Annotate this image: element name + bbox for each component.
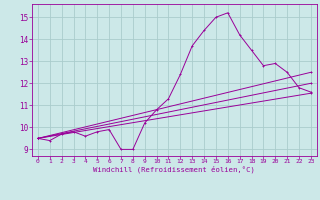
X-axis label: Windchill (Refroidissement éolien,°C): Windchill (Refroidissement éolien,°C) xyxy=(93,166,255,173)
